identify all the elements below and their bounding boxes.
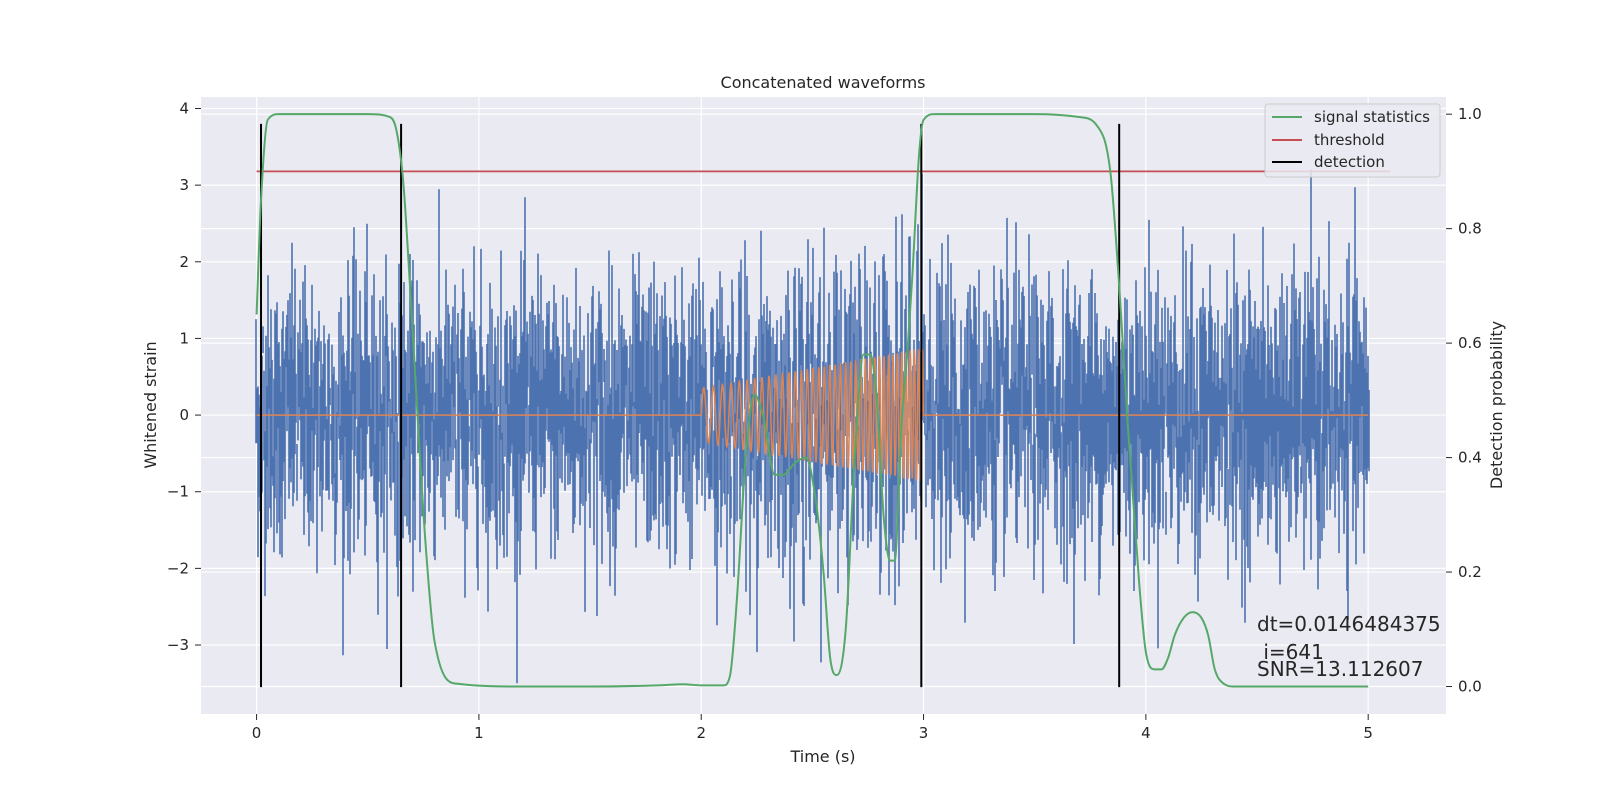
legend-label-threshold: threshold bbox=[1314, 131, 1385, 149]
injected-waveform-line bbox=[256, 348, 1369, 482]
y-tick-label: 4 bbox=[179, 99, 189, 117]
y2-tick-label: 0.8 bbox=[1458, 220, 1482, 238]
y2-tick-label: 0.6 bbox=[1458, 334, 1482, 352]
legend-label-signal-statistics: signal statistics bbox=[1314, 108, 1430, 126]
y-tick-label: 2 bbox=[179, 253, 189, 271]
y-tick-label: 0 bbox=[179, 406, 189, 424]
annotation-snr: SNR=13.112607 bbox=[1257, 657, 1423, 681]
y-tick-label: 1 bbox=[179, 329, 189, 347]
y-tick-label: 3 bbox=[179, 176, 189, 194]
legend-box bbox=[1264, 103, 1441, 178]
injected-waveform-series bbox=[256, 348, 1369, 482]
legend-label-detection: detection bbox=[1314, 153, 1385, 171]
annotation-dt: dt=0.0146484375 bbox=[1257, 612, 1441, 636]
y2-tick-label: 0.2 bbox=[1458, 563, 1482, 581]
y2-axis-label: Detection probability bbox=[1487, 321, 1506, 489]
y2-tick-label: 0.4 bbox=[1458, 449, 1482, 467]
legend: signal statistics threshold detection bbox=[1264, 103, 1441, 178]
annotation-block: dt=0.0146484375 i=641 SNR=13.112607 bbox=[1257, 612, 1441, 681]
y-tick-label: −3 bbox=[167, 636, 189, 654]
y2-tick-label: 0.0 bbox=[1458, 678, 1482, 696]
x-tick-label: 0 bbox=[252, 724, 262, 742]
y-axis-label: Whitened strain bbox=[141, 341, 160, 468]
y-tick-label: −2 bbox=[167, 559, 189, 577]
x-tick-label: 4 bbox=[1141, 724, 1151, 742]
x-axis-label: Time (s) bbox=[789, 747, 855, 766]
y-axis-ticks: −3 −2 −1 0 1 2 3 4 bbox=[167, 99, 201, 654]
x-tick-label: 5 bbox=[1363, 724, 1373, 742]
y2-tick-label: 1.0 bbox=[1458, 105, 1482, 123]
x-axis-ticks: 0 1 2 3 4 5 bbox=[252, 714, 1373, 742]
y2-axis-ticks: 0.0 0.2 0.4 0.6 0.8 1.0 bbox=[1446, 105, 1482, 696]
y-tick-label: −1 bbox=[167, 483, 189, 501]
signal-statistics-series bbox=[255, 113, 1369, 688]
annotation-index: i=641 bbox=[1257, 640, 1324, 664]
x-tick-label: 3 bbox=[919, 724, 929, 742]
x-tick-label: 2 bbox=[696, 724, 706, 742]
signal-statistics-line bbox=[255, 113, 1369, 688]
x-tick-label: 1 bbox=[474, 724, 484, 742]
chart-title: Concatenated waveforms bbox=[721, 73, 926, 92]
